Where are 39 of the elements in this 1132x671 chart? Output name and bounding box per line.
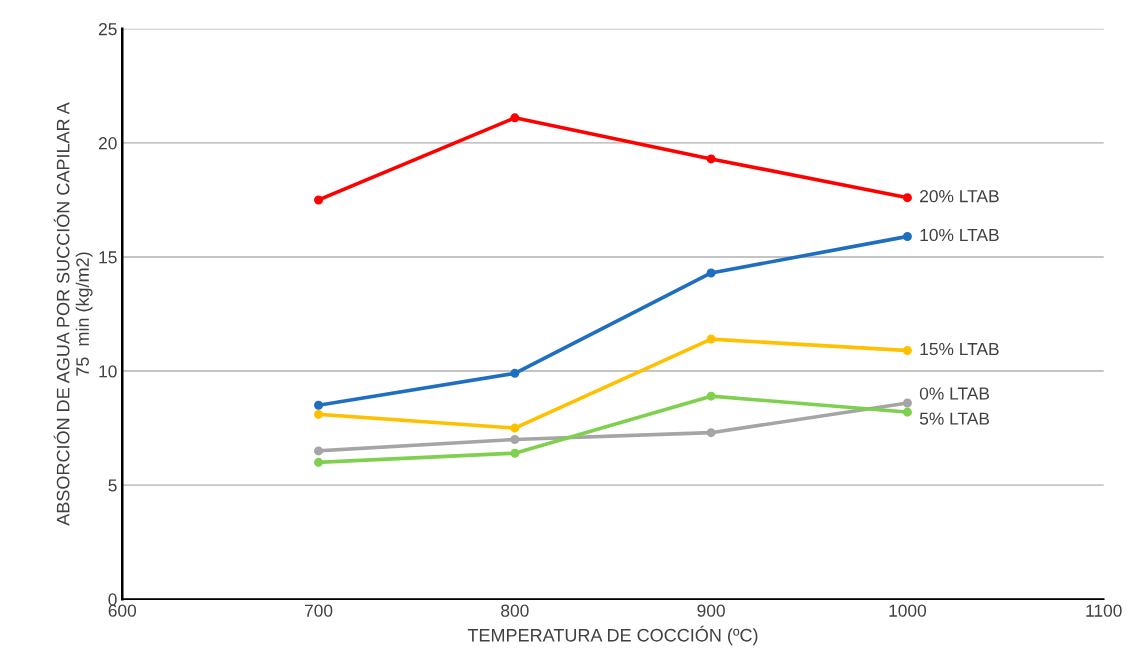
series-label: 5% LTAB <box>919 412 990 425</box>
x-tick-label: 1000 <box>889 604 927 617</box>
point <box>314 409 324 419</box>
point <box>706 391 716 401</box>
point <box>510 368 520 378</box>
point <box>902 193 912 203</box>
point <box>314 400 324 410</box>
y-tick-label: 5 <box>108 479 117 492</box>
x-tick-label: 1100 <box>1086 604 1122 617</box>
y-tick-label: 10 <box>99 365 117 378</box>
point <box>706 268 716 278</box>
point <box>706 154 716 164</box>
point <box>510 434 520 445</box>
series-label: 20% LTAB <box>920 190 999 203</box>
point <box>510 448 520 458</box>
point <box>902 231 912 241</box>
point <box>510 113 520 123</box>
y-axis-title: ABSORCIÓN DE AGUA POR SUCCIÓN CAPILAR A 75 min (kg/m2) <box>53 102 93 526</box>
y-tick-label: 25 <box>98 23 117 36</box>
x-axis-title: TEMPERATURA DE COCCIÓN (ºC) <box>467 625 758 646</box>
point <box>706 334 716 344</box>
point <box>510 423 520 433</box>
point <box>314 446 324 456</box>
series-label: 0% LTAB <box>919 387 990 400</box>
y-tick-label: 0 <box>108 593 117 606</box>
point <box>902 346 912 356</box>
x-tick-label: 900 <box>697 604 725 617</box>
x-tick-label: 800 <box>501 604 529 617</box>
point <box>314 457 324 467</box>
point <box>902 398 912 408</box>
point <box>902 407 912 417</box>
series-label: 15% LTAB <box>920 342 999 356</box>
x-tick-label: 700 <box>304 604 333 617</box>
y-tick-label: 15 <box>99 251 117 264</box>
y-tick-label: 20 <box>98 137 117 150</box>
x-tick-label: 600 <box>108 604 137 617</box>
point <box>706 428 716 438</box>
point <box>314 195 324 205</box>
series-label: 10% LTAB <box>920 228 999 242</box>
